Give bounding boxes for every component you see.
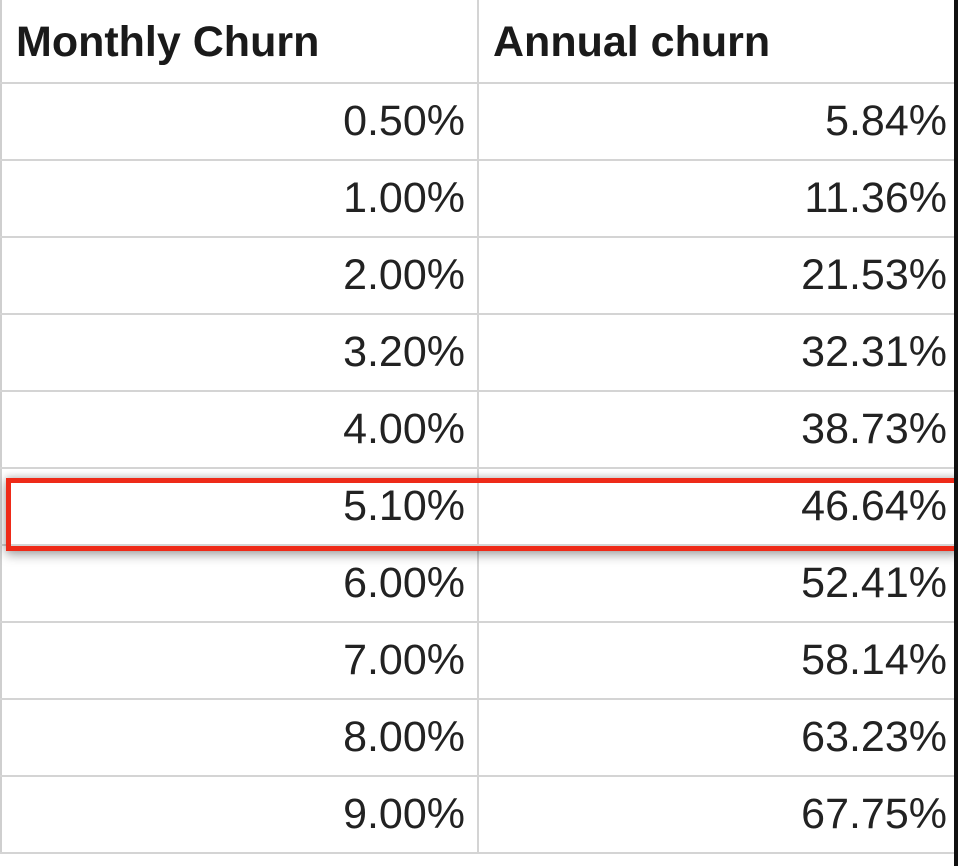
annual-churn-cell[interactable]: 38.73% <box>477 391 958 469</box>
monthly-churn-cell[interactable]: 4.00% <box>0 391 478 469</box>
annual-churn-cell[interactable]: 58.14% <box>477 622 958 700</box>
table-row: 3.20% 32.31% <box>0 314 958 392</box>
highlighted-table-row: 5.10% 46.64% <box>0 468 958 546</box>
annual-churn-cell[interactable]: 21.53% <box>477 237 958 315</box>
annual-churn-cell[interactable]: 46.64% <box>477 468 958 546</box>
header-monthly-churn[interactable]: Monthly Churn <box>0 0 478 84</box>
annual-churn-cell[interactable]: 52.41% <box>477 545 958 623</box>
annual-churn-cell[interactable]: 67.75% <box>477 776 958 854</box>
monthly-churn-cell[interactable]: 0.50% <box>0 83 478 161</box>
monthly-churn-cell[interactable]: 3.20% <box>0 314 478 392</box>
table-row: 4.00% 38.73% <box>0 391 958 469</box>
monthly-churn-cell[interactable]: 6.00% <box>0 545 478 623</box>
table-row: 6.00% 52.41% <box>0 545 958 623</box>
header-annual-churn[interactable]: Annual churn <box>477 0 958 84</box>
monthly-churn-cell[interactable]: 8.00% <box>0 699 478 777</box>
monthly-churn-cell[interactable]: 9.00% <box>0 776 478 854</box>
header-row: Monthly Churn Annual churn <box>0 0 958 84</box>
table-row: 8.00% 63.23% <box>0 699 958 777</box>
monthly-churn-cell[interactable]: 5.10% <box>0 468 478 546</box>
monthly-churn-cell[interactable]: 1.00% <box>0 160 478 238</box>
table-row: 9.00% 67.75% <box>0 776 958 854</box>
annual-churn-cell[interactable]: 63.23% <box>477 699 958 777</box>
annual-churn-cell[interactable]: 32.31% <box>477 314 958 392</box>
window-edge <box>954 0 958 866</box>
monthly-churn-cell[interactable]: 2.00% <box>0 237 478 315</box>
table-row: 0.50% 5.84% <box>0 83 958 161</box>
monthly-churn-cell[interactable]: 7.00% <box>0 622 478 700</box>
annual-churn-cell[interactable]: 5.84% <box>477 83 958 161</box>
table-row: 7.00% 58.14% <box>0 622 958 700</box>
table-row: 2.00% 21.53% <box>0 237 958 315</box>
table-row: 1.00% 11.36% <box>0 160 958 238</box>
annual-churn-cell[interactable]: 11.36% <box>477 160 958 238</box>
